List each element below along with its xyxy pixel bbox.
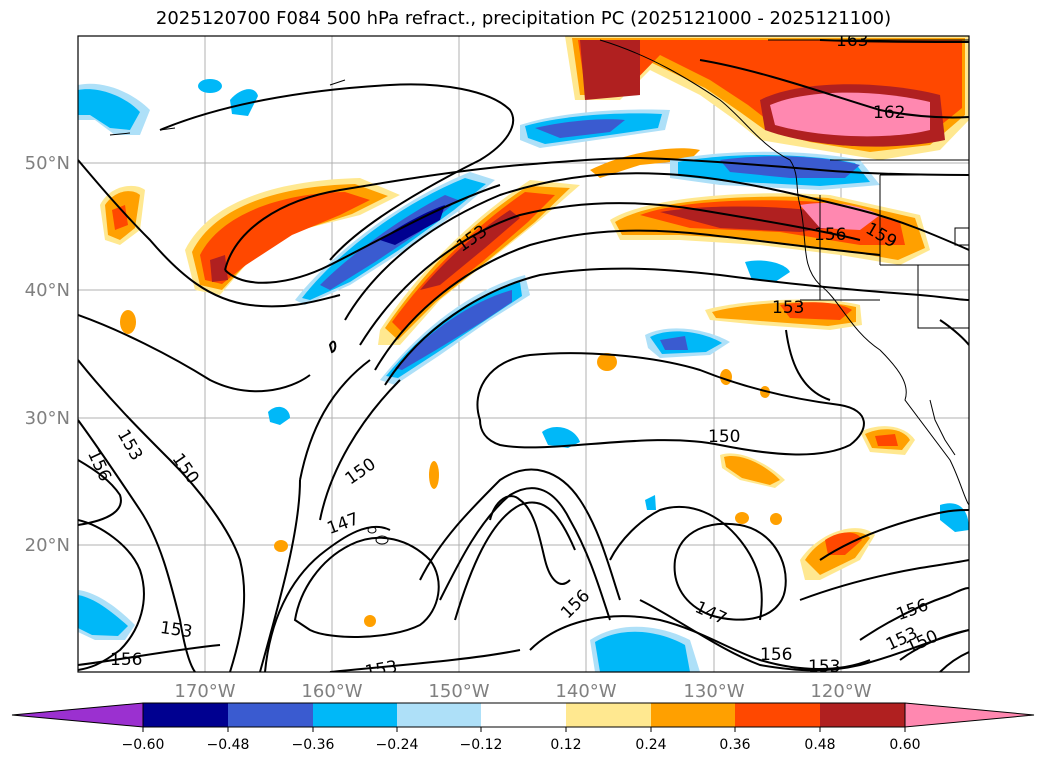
colorbar-segment [481, 703, 566, 727]
lon-label-160w: 160°W [301, 681, 362, 702]
plot-frame [77, 35, 970, 673]
contour-label: 156 [814, 225, 846, 245]
contour-label: 162 [873, 103, 905, 123]
colorbar-segment [735, 703, 820, 727]
colorbar-segment [313, 703, 397, 727]
lon-label-130w: 130°W [683, 681, 744, 702]
colorbar-segment [228, 703, 313, 727]
lon-label-170w: 170°W [174, 681, 235, 702]
contours [78, 39, 969, 672]
colorbar-tick-label: −0.12 [460, 737, 503, 753]
colorbar-segment [397, 703, 481, 727]
colorbar-segment [651, 703, 735, 727]
contour-label: 153 [808, 657, 840, 677]
contour-label: 150 [708, 427, 740, 447]
contour-label: 156 [760, 645, 792, 665]
contour-label: 163 [836, 31, 868, 51]
colorbar-segment [11, 702, 144, 728]
colorbar-tick-label: −0.48 [207, 737, 250, 753]
colorbar-tick-label: 0.12 [550, 737, 581, 753]
map-title: 2025120700 F084 500 hPa refract., precip… [155, 8, 892, 29]
colorbar-segment [143, 703, 228, 727]
lon-label-140w: 140°W [555, 681, 616, 702]
longitude-labels: 170°W 160°W 150°W 140°W 130°W 120°W [174, 681, 871, 702]
positive-precip-shading [100, 36, 969, 627]
lat-label-20n: 20°N [25, 535, 70, 556]
lat-label-30n: 30°N [25, 408, 70, 429]
colorbar-tick-label: 0.24 [635, 737, 666, 753]
colorbar-tick-label: 0.36 [719, 737, 750, 753]
colorbar-tick-label: −0.60 [122, 737, 165, 753]
colorbar-tick-label: −0.24 [376, 737, 419, 753]
colorbar-tick-label: −0.36 [292, 737, 335, 753]
colorbar-segment [566, 703, 651, 727]
lon-label-150w: 150°W [428, 681, 489, 702]
colorbar-segment [904, 702, 1035, 728]
latitude-labels: 50°N 40°N 30°N 20°N [25, 153, 70, 556]
contour-label: 153 [363, 657, 398, 682]
lon-label-120w: 120°W [810, 681, 871, 702]
colorbar-tick-label: 0.60 [889, 737, 920, 753]
lat-label-40n: 40°N [25, 280, 70, 301]
contour-label: 156 [110, 650, 142, 670]
contour-label: 153 [159, 618, 194, 642]
colorbar: −0.60 −0.48 −0.36 −0.24 −0.12 0.12 0.24 … [11, 702, 1035, 753]
colorbar-tick-label: 0.48 [804, 737, 835, 753]
colorbar-segment [820, 703, 905, 727]
plot-contents: 163 162 153 156 159 153 150 156 153 150 … [78, 31, 969, 682]
lat-label-50n: 50°N [25, 153, 70, 174]
contour-label: 153 [772, 298, 804, 318]
